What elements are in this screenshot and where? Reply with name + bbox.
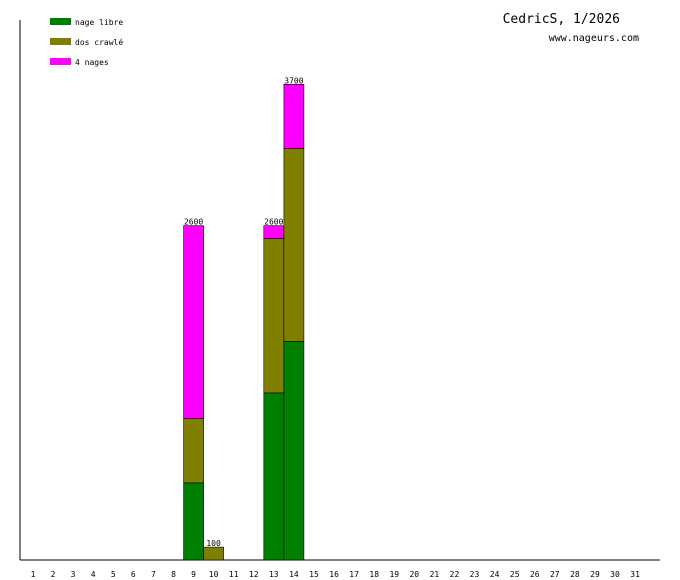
x-tick-label: 2	[51, 570, 56, 579]
bar-day-14-series-2	[283, 84, 305, 149]
bar-day-13-series-2	[263, 225, 285, 239]
bar-day-14-series-1	[283, 148, 305, 342]
x-tick-label: 3	[71, 570, 76, 579]
x-tick-label: 22	[450, 570, 460, 579]
bars-group	[183, 84, 305, 561]
bar-day-9-series-0	[183, 482, 204, 561]
x-tick-label: 5	[111, 570, 116, 579]
x-tick-label: 26	[530, 570, 540, 579]
x-tick-label: 20	[409, 570, 419, 579]
x-tick-label: 27	[550, 570, 560, 579]
x-tick-label: 28	[570, 570, 580, 579]
x-tick-label: 30	[610, 570, 620, 579]
bar-day-9-series-2	[183, 225, 204, 419]
x-tick-label: 16	[329, 570, 339, 579]
legend-label-4-nages: 4 nages	[75, 58, 109, 67]
bar-day-13-series-1	[263, 238, 285, 394]
bar-day-14-series-0	[283, 341, 305, 561]
legend-swatch-dos-crawle	[50, 38, 71, 45]
x-tick-label: 24	[490, 570, 500, 579]
bar-total-label: 2600	[184, 218, 203, 227]
bar-total-label: 2600	[264, 218, 283, 227]
legend-label-nage-libre: nage libre	[75, 18, 123, 27]
bar-day-9-series-1	[183, 418, 204, 484]
legend-label-dos-crawle: dos crawlé	[75, 37, 123, 47]
legend: nage libre dos crawlé 4 nages	[50, 18, 123, 67]
x-tick-label: 4	[91, 570, 96, 579]
bar-total-labels: 2600 100 2600 3700	[184, 76, 304, 548]
legend-swatch-nage-libre	[50, 18, 71, 25]
x-tick-label: 13	[269, 570, 279, 579]
x-tick-label: 8	[171, 570, 176, 579]
x-tick-label: 31	[630, 570, 640, 579]
legend-swatch-4-nages	[50, 58, 71, 65]
x-tick-label: 1	[31, 570, 36, 579]
x-tick-label: 29	[590, 570, 600, 579]
x-tick-label: 10	[209, 570, 219, 579]
bar-day-13-series-0	[263, 392, 285, 561]
x-tick-label: 17	[349, 570, 359, 579]
x-tick-label: 12	[249, 570, 259, 579]
chart-subtitle: www.nageurs.com	[549, 33, 639, 44]
x-tick-label: 9	[191, 570, 196, 579]
bar-total-label: 3700	[284, 76, 303, 85]
x-tick-label: 15	[309, 570, 319, 579]
chart-title: CedricS, 1/2026	[503, 12, 620, 27]
x-tick-labels: 1 2 3 4 5 6 7 8 9 10 11 12 13 14 15 16 17 18 19 20 21 22 23 24 2…	[31, 570, 641, 579]
x-tick-label: 19	[389, 570, 399, 579]
x-tick-label: 21	[430, 570, 440, 579]
bar-day-10-series-1	[203, 546, 224, 561]
x-tick-label: 18	[369, 570, 379, 579]
x-tick-label: 11	[229, 570, 239, 579]
x-tick-label: 23	[470, 570, 480, 579]
x-tick-label: 14	[289, 570, 299, 579]
x-tick-label: 7	[151, 570, 156, 579]
x-tick-label: 25	[510, 570, 520, 579]
bar-total-label: 100	[206, 539, 221, 548]
x-tick-label: 6	[131, 570, 136, 579]
